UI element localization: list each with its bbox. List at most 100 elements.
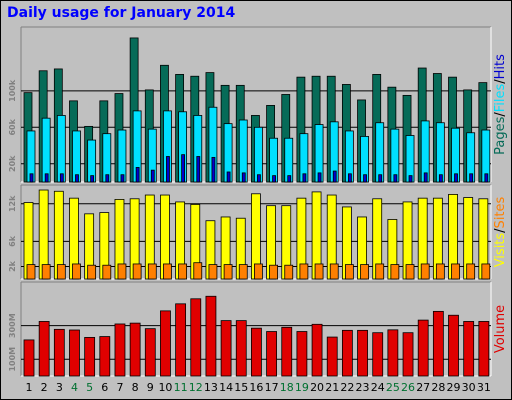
bar-sites	[132, 263, 142, 280]
bar-sites	[87, 264, 97, 280]
legend-item: /	[493, 112, 508, 117]
legend-item: Pages	[493, 116, 508, 154]
bar-volume	[281, 326, 293, 377]
day-label: 10	[158, 381, 172, 394]
bar-sites	[117, 263, 127, 280]
bar-hits	[408, 175, 413, 183]
bar-volume	[53, 328, 65, 377]
bar-volume	[266, 331, 277, 377]
bar-volume	[478, 321, 490, 377]
bar-hits	[241, 172, 246, 183]
day-label: 19	[295, 381, 309, 394]
bar-sites	[390, 264, 400, 280]
day-label: 21	[325, 381, 339, 394]
bar-hits	[484, 173, 489, 183]
bar-volume	[341, 329, 353, 377]
bar-sites	[314, 263, 324, 280]
y-tick-label: 100k	[8, 79, 17, 102]
legend-item: Hits	[493, 54, 508, 79]
day-label: 18	[280, 381, 294, 394]
day-label: 25	[386, 381, 400, 394]
day-label: 15	[234, 381, 248, 394]
legend-sites-visits: Visits/Sites	[493, 196, 508, 267]
bar-sites	[344, 264, 354, 280]
legend-item: Volume	[493, 305, 508, 353]
bar-hits	[438, 174, 443, 183]
bar-hits	[166, 156, 170, 183]
bar-sites	[435, 263, 445, 280]
bar-sites	[269, 264, 278, 280]
y-tick-label: 300M	[8, 313, 17, 338]
bar-hits	[393, 174, 398, 183]
bar-sites	[466, 263, 476, 280]
bar-volume	[432, 310, 444, 377]
bar-sites	[223, 264, 233, 280]
bar-hits	[363, 174, 367, 183]
bar-files	[435, 122, 445, 183]
bar-hits	[181, 154, 186, 183]
y-tick-label: 12k	[8, 195, 17, 212]
day-label: 8	[132, 381, 139, 394]
day-label: 7	[116, 381, 123, 394]
day-label: 30	[462, 381, 476, 394]
bar-files	[117, 129, 127, 183]
bar-sites	[420, 263, 430, 280]
chart-title: Daily usage for January 2014	[7, 5, 236, 21]
bar-volume	[326, 336, 338, 377]
legend-item: Sites	[493, 196, 508, 228]
bar-hits	[196, 156, 201, 183]
day-label: 24	[371, 381, 385, 394]
legend-item: /	[493, 228, 508, 233]
bar-volume	[463, 321, 475, 377]
bar-volume	[190, 298, 202, 377]
bar-sites	[375, 263, 385, 280]
bar-hits	[287, 175, 292, 183]
day-label: 16	[249, 381, 263, 394]
bar-sites	[284, 264, 294, 280]
bar-hits	[454, 173, 458, 183]
bar-hits	[469, 173, 474, 183]
bar-hits	[90, 175, 95, 183]
bar-hits	[378, 174, 383, 183]
bar-sites	[481, 263, 491, 280]
bar-volume	[387, 329, 399, 377]
bar-volume	[99, 336, 111, 377]
y-tick-label: 2k	[8, 260, 17, 272]
bar-sites	[178, 263, 188, 280]
day-label: 23	[356, 381, 370, 394]
bar-files	[375, 122, 385, 183]
bar-hits	[75, 174, 79, 183]
bar-volume	[144, 328, 156, 377]
bar-hits	[302, 173, 307, 183]
bar-sites	[147, 263, 157, 280]
day-label: 20	[310, 381, 324, 394]
bar-volume	[23, 339, 35, 377]
bar-volume	[205, 295, 217, 377]
bar-sites	[405, 264, 415, 280]
bar-volume	[160, 310, 171, 377]
bar-sites	[26, 264, 36, 280]
panel-sites-visits: 2k 6k 12k Visits/Sites	[8, 184, 508, 280]
bar-sites	[329, 263, 339, 280]
bar-sites	[102, 264, 112, 280]
bar-volume	[129, 322, 141, 377]
bar-sites	[451, 263, 460, 280]
bar-sites	[254, 263, 263, 280]
bar-volume	[175, 303, 187, 377]
day-label: 22	[340, 381, 354, 394]
bar-files	[254, 126, 263, 183]
legend-item: Files	[493, 84, 508, 113]
panel-volume: 100M 300M Volume	[8, 281, 508, 377]
bar-hits	[347, 173, 352, 183]
legend-item: /	[493, 79, 508, 84]
bar-sites	[208, 264, 218, 280]
bar-hits	[272, 175, 276, 183]
bar-volume	[84, 336, 96, 377]
bar-sites	[41, 264, 51, 280]
bar-volume	[417, 319, 429, 377]
legend-item: Visits	[493, 233, 508, 268]
bar-hits	[135, 167, 140, 183]
bar-volume	[69, 329, 80, 377]
bar-volume	[235, 320, 247, 377]
